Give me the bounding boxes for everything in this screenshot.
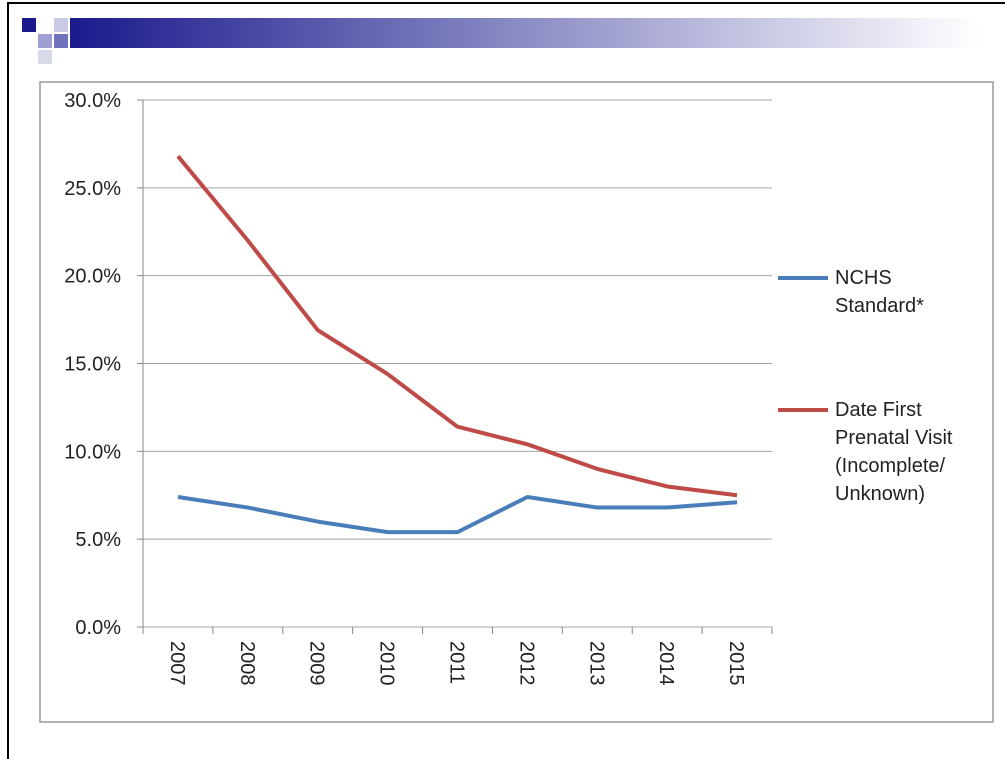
x-tick-label: 2007 — [166, 641, 188, 686]
y-tick-label: 15.0% — [64, 354, 121, 376]
y-tick-label: 25.0% — [64, 178, 121, 200]
series-line — [177, 495, 738, 535]
header-square — [38, 50, 52, 64]
header-square — [22, 18, 36, 32]
x-tick-label: 2008 — [236, 641, 258, 686]
header-bar — [70, 18, 980, 48]
y-tick-label: 30.0% — [64, 90, 121, 112]
x-tick-label: 2014 — [655, 641, 677, 686]
header-square — [54, 18, 68, 32]
y-tick-label: 10.0% — [64, 441, 121, 463]
header-square — [54, 34, 68, 48]
x-tick-label: 2011 — [446, 641, 468, 684]
x-tick-label: 2010 — [376, 641, 398, 686]
y-tick-label: 0.0% — [75, 617, 121, 639]
y-tick-label: 20.0% — [64, 266, 121, 288]
slide-frame — [7, 2, 1005, 759]
series-line — [176, 154, 738, 498]
x-tick-label: 2009 — [306, 641, 328, 686]
y-tick-label: 5.0% — [75, 529, 121, 551]
x-tick-label: 2012 — [515, 641, 537, 686]
legend-label: Date First Prenatal Visit (Incomplete/ U… — [835, 399, 953, 505]
x-tick-label: 2013 — [585, 641, 607, 686]
x-tick-label: 2015 — [725, 641, 747, 686]
chart-frame — [39, 81, 994, 723]
header-square — [38, 34, 52, 48]
legend-label: NCHS Standard* — [835, 267, 924, 317]
